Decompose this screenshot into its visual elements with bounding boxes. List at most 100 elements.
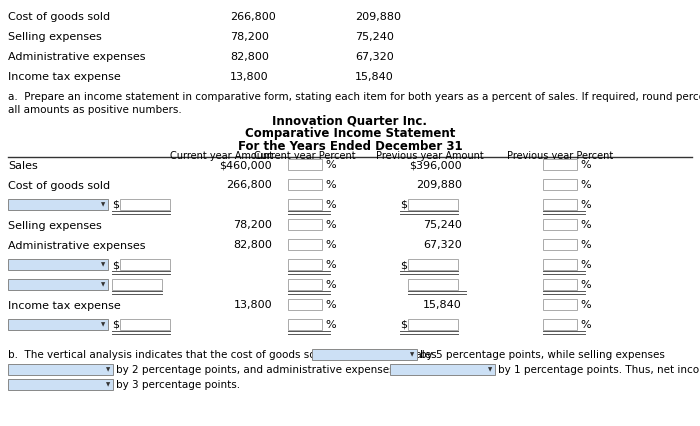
Text: Income tax expense: Income tax expense [8, 300, 120, 310]
Bar [408, 259, 458, 270]
Text: %: % [580, 279, 591, 289]
Text: %: % [580, 180, 591, 190]
Text: Administrative expenses: Administrative expenses [8, 52, 146, 62]
Text: $: $ [400, 319, 407, 329]
Bar [288, 159, 322, 170]
Bar [288, 239, 322, 250]
Bar [8, 259, 108, 270]
Bar [288, 319, 322, 330]
Bar [408, 199, 458, 210]
Text: 266,800: 266,800 [226, 180, 272, 190]
Bar [408, 319, 458, 330]
Text: %: % [580, 299, 591, 309]
Text: 82,800: 82,800 [230, 52, 269, 62]
Text: 82,800: 82,800 [233, 239, 272, 249]
Text: %: % [580, 239, 591, 249]
Text: $: $ [400, 259, 407, 269]
Text: Selling expenses: Selling expenses [8, 221, 101, 230]
Bar [312, 349, 417, 360]
Bar [543, 319, 577, 330]
Bar [543, 299, 577, 310]
Bar [8, 199, 108, 210]
Text: 67,320: 67,320 [424, 239, 462, 249]
Text: by 1 percentage points. Thus, net income as a percent of sales: by 1 percentage points. Thus, net income… [498, 364, 700, 374]
Text: 209,880: 209,880 [355, 12, 401, 22]
Text: Sales: Sales [8, 161, 38, 170]
Text: %: % [580, 319, 591, 329]
Text: %: % [580, 160, 591, 170]
Text: 75,240: 75,240 [423, 219, 462, 230]
Text: %: % [580, 219, 591, 230]
Bar [543, 179, 577, 190]
Text: 266,800: 266,800 [230, 12, 276, 22]
Text: 67,320: 67,320 [355, 52, 393, 62]
Text: 13,800: 13,800 [230, 72, 269, 82]
Text: ▼: ▼ [106, 367, 110, 371]
Text: by 5 percentage points, while selling expenses: by 5 percentage points, while selling ex… [420, 349, 665, 359]
Text: $: $ [112, 319, 119, 329]
Text: Cost of goods sold: Cost of goods sold [8, 181, 110, 190]
Bar [390, 364, 495, 374]
Text: b.  The vertical analysis indicates that the cost of goods sold as a percent of : b. The vertical analysis indicates that … [8, 349, 437, 359]
Text: %: % [325, 219, 335, 230]
Text: %: % [325, 180, 335, 190]
Bar [112, 279, 162, 290]
Text: Current year Percent: Current year Percent [254, 151, 356, 161]
Text: $460,000: $460,000 [219, 160, 272, 170]
Bar [120, 319, 170, 330]
Text: 13,800: 13,800 [233, 299, 272, 309]
Bar [8, 379, 113, 390]
Text: Innovation Quarter Inc.: Innovation Quarter Inc. [272, 114, 428, 127]
Bar [543, 159, 577, 170]
Text: 15,840: 15,840 [355, 72, 393, 82]
Text: 78,200: 78,200 [230, 32, 269, 42]
Text: $: $ [112, 199, 119, 210]
Text: %: % [325, 160, 335, 170]
Text: $: $ [400, 199, 407, 210]
Text: Administrative expenses: Administrative expenses [8, 240, 146, 250]
Text: Previous year Amount: Previous year Amount [376, 151, 484, 161]
Text: %: % [325, 299, 335, 309]
Text: 15,840: 15,840 [424, 299, 462, 309]
Text: $396,000: $396,000 [410, 160, 462, 170]
Bar [8, 364, 113, 374]
Text: Cost of goods sold: Cost of goods sold [8, 12, 110, 22]
Bar [543, 199, 577, 210]
Text: %: % [580, 259, 591, 269]
Bar [288, 179, 322, 190]
Text: Income tax expense: Income tax expense [8, 72, 120, 82]
Bar [543, 239, 577, 250]
Bar [288, 299, 322, 310]
Text: %: % [325, 259, 335, 269]
Bar [8, 279, 108, 290]
Text: Previous year Percent: Previous year Percent [507, 151, 613, 161]
Bar [288, 259, 322, 270]
Text: 75,240: 75,240 [355, 32, 394, 42]
Text: ▼: ▼ [101, 282, 105, 287]
Text: 78,200: 78,200 [233, 219, 272, 230]
Text: Current year Amount: Current year Amount [170, 151, 274, 161]
Bar [8, 319, 108, 330]
Bar [543, 219, 577, 230]
Text: ▼: ▼ [101, 322, 105, 327]
Text: ▼: ▼ [101, 202, 105, 207]
Text: all amounts as positive numbers.: all amounts as positive numbers. [8, 105, 182, 115]
Text: 209,880: 209,880 [416, 180, 462, 190]
Text: %: % [325, 279, 335, 289]
Text: ▼: ▼ [410, 352, 414, 357]
Text: $: $ [112, 259, 119, 269]
Text: For the Years Ended December 31: For the Years Ended December 31 [238, 140, 462, 153]
Text: %: % [325, 199, 335, 210]
Bar [288, 219, 322, 230]
Bar [120, 199, 170, 210]
Text: ▼: ▼ [101, 262, 105, 267]
Bar [543, 259, 577, 270]
Text: ▼: ▼ [106, 382, 110, 386]
Bar [120, 259, 170, 270]
Text: by 2 percentage points, and administrative expenses: by 2 percentage points, and administrati… [116, 364, 395, 374]
Text: %: % [580, 199, 591, 210]
Text: Comparative Income Statement: Comparative Income Statement [245, 127, 455, 140]
Bar [543, 279, 577, 290]
Text: ▼: ▼ [488, 367, 492, 371]
Text: %: % [325, 319, 335, 329]
